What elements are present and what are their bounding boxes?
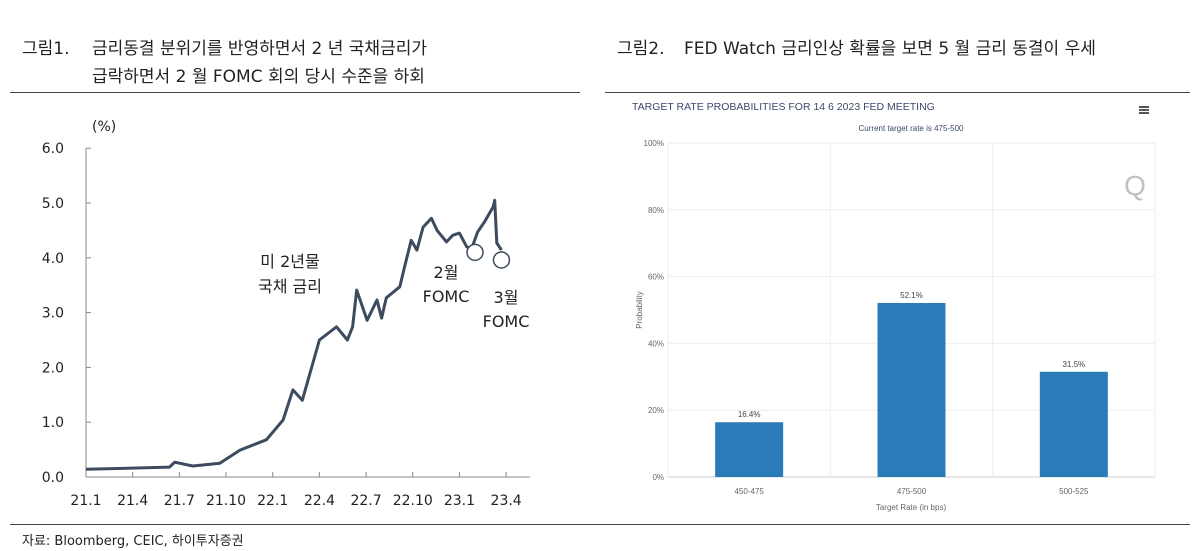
feb-fomc-marker [466, 243, 484, 262]
bar [715, 422, 784, 477]
footer-divider [10, 524, 1190, 525]
y-tick-label: 1.0 [42, 415, 64, 431]
x-tick-label: 21.4 [117, 493, 148, 509]
figure2-divider [605, 92, 1190, 93]
y-tick-label: 3.0 [42, 306, 64, 322]
figure1-title-line2: 급락하면서 2 월 FOMC 회의 당시 수준을 하회 [92, 67, 425, 87]
x-tick-label: 23.1 [444, 493, 475, 509]
x-tick-label: 21.1 [70, 493, 101, 509]
x-tick-label: 475-500 [897, 487, 927, 496]
x-tick-label: 22.10 [393, 493, 433, 509]
y-tick-label: 0% [652, 473, 664, 482]
bar-chart: TARGET RATE PROBABILITIES FOR 14 6 2023 … [632, 101, 1156, 512]
y-tick-label: 5.0 [42, 196, 64, 212]
y-axis-title: Probability [635, 291, 644, 328]
figure2-number: 그림2. [617, 39, 665, 59]
bar-chart-subtitle: Current target rate is 475-500 [859, 124, 964, 133]
x-axis-title: Target Rate (in bps) [876, 503, 947, 512]
x-tick-label: 22.7 [350, 493, 381, 509]
y-tick-label: 2.0 [42, 360, 64, 376]
x-tick-label: 23.4 [491, 493, 522, 509]
hamburger-menu-icon[interactable] [1139, 106, 1149, 114]
menu-bar [1139, 112, 1149, 114]
y-tick-label: 100% [644, 139, 664, 148]
annotation-feb-fomc: FOMC [423, 287, 470, 306]
series-line [85, 198, 503, 471]
bar [1039, 371, 1108, 477]
annotation-feb-fomc: 2월 [434, 263, 459, 282]
x-tick-label: 22.4 [304, 493, 335, 509]
watermark-logo: Q [1124, 170, 1146, 201]
figure1-divider [10, 92, 580, 93]
y-tick-label: 80% [648, 206, 664, 215]
x-tick-label: 21.10 [206, 493, 246, 509]
menu-bar [1139, 106, 1149, 108]
annotation-mar-fomc: 3월 [494, 288, 519, 307]
bar-data-label: 52.1% [900, 291, 923, 300]
figure1-number: 그림1. [22, 39, 70, 59]
bar-data-label: 31.5% [1062, 360, 1085, 369]
y-unit-label: (%) [92, 119, 116, 135]
y-tick-label: 0.0 [42, 470, 64, 486]
y-tick-label: 6.0 [42, 141, 64, 157]
x-tick-label: 22.1 [257, 493, 288, 509]
y-tick-label: 60% [648, 273, 664, 282]
annotation-series-label: 미 2년물 [260, 252, 319, 271]
figure1-title-line1: 금리동결 분위기를 반영하면서 2 년 국채금리가 [92, 39, 427, 59]
bar [877, 302, 946, 477]
figure2-title: FED Watch 금리인상 확률을 보면 5 월 금리 동결이 우세 [684, 39, 1096, 59]
mar-fomc-marker [492, 251, 511, 269]
x-tick-label: 500-525 [1059, 487, 1089, 496]
menu-bar [1139, 109, 1149, 111]
x-tick-label: 21.7 [164, 493, 195, 509]
annotation-series-label: 국채 금리 [258, 277, 322, 296]
source-note: 자료: Bloomberg, CEIC, 하이투자증권 [22, 534, 244, 549]
x-tick-label: 450-475 [734, 487, 764, 496]
y-tick-label: 4.0 [42, 251, 64, 267]
bar-data-label: 16.4% [738, 410, 761, 419]
line-chart: (%) 0.0 1.0 2.0 3.0 4.0 5.0 6.0 21.1 21.4 21.7 21.1… [42, 119, 530, 509]
y-tick-label: 20% [648, 406, 664, 415]
bar-chart-title: TARGET RATE PROBABILITIES FOR 14 6 2023 … [632, 101, 935, 113]
y-tick-label: 40% [648, 339, 664, 348]
annotation-mar-fomc: FOMC [483, 312, 530, 331]
